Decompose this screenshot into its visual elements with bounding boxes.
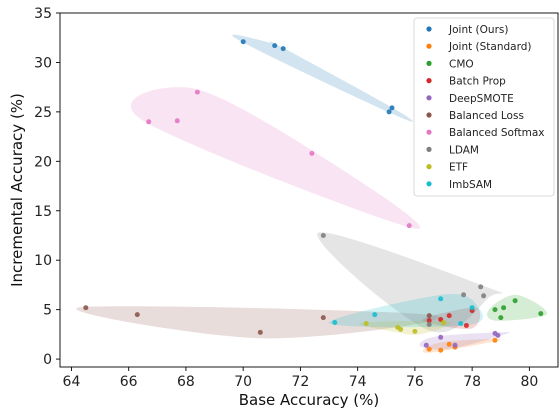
legend-label-joint-standard: Joint (Standard)	[448, 41, 532, 53]
legend: Joint (Ours) Joint (Standard) CMO Batch Pro…	[413, 17, 555, 197]
point-joint-standard	[446, 341, 452, 347]
y-tick-label: 30	[34, 55, 52, 71]
x-tick-label: 72	[291, 374, 309, 390]
point-ldam	[461, 292, 467, 298]
y-tick-label: 5	[43, 303, 52, 319]
plot-frame	[59, 12, 559, 368]
point-etf	[412, 328, 418, 334]
legend-label-deepsmote: DeepSMOTE	[449, 93, 514, 105]
point-ldam	[481, 293, 487, 299]
y-tick-label: 0	[43, 352, 52, 368]
legend-label-balanced-softmax: Balanced Softmax	[449, 127, 544, 139]
point-etf	[398, 326, 404, 332]
legend-marker-balanced-softmax	[426, 129, 432, 135]
legend-label-batch-prop: Batch Prop	[449, 76, 506, 88]
point-batch-prop	[426, 318, 432, 323]
data-points	[83, 39, 544, 353]
x-tick-label: 80	[520, 374, 538, 390]
point-joint-standard	[492, 337, 498, 343]
x-tick-label: 66	[120, 374, 138, 390]
legend-marker-ldam	[426, 146, 432, 152]
legend-label-ldam: LDAM	[449, 144, 479, 156]
legend-marker-batch-prop	[426, 78, 432, 84]
region-ldam	[317, 232, 503, 333]
region-balanced-softmax	[130, 87, 421, 229]
x-tick-label: 70	[234, 374, 252, 390]
point-balanced-softmax	[146, 119, 152, 125]
x-tick-label: 64	[63, 374, 81, 390]
point-joint-ours	[386, 109, 392, 115]
point-cmo	[492, 307, 498, 313]
point-ldam	[478, 284, 484, 290]
y-axis-title: Incremental Accuracy (%)	[8, 93, 26, 287]
region-joint-ours	[232, 34, 414, 122]
y-tick-label: 10	[34, 253, 52, 269]
point-balanced-loss	[257, 329, 263, 335]
point-deepsmote	[438, 334, 444, 340]
legend-marker-imbsam	[426, 181, 432, 187]
point-balanced-loss	[320, 315, 326, 321]
point-balanced-softmax	[194, 89, 200, 95]
point-balanced-softmax	[174, 118, 180, 124]
point-joint-ours	[272, 43, 278, 49]
point-ldam	[320, 233, 326, 238]
legend-marker-balanced-loss	[426, 112, 432, 118]
point-cmo	[512, 298, 518, 304]
x-tick-label: 78	[463, 374, 481, 390]
legend-label-imbsam: ImbSAM	[449, 179, 492, 191]
point-balanced-softmax	[309, 150, 315, 156]
point-imbsam	[469, 305, 475, 311]
x-axis-title: Base Accuracy (%)	[239, 391, 380, 409]
x-tick-label: 76	[406, 374, 424, 390]
point-cmo	[538, 311, 544, 317]
legend-label-etf: ETF	[449, 162, 468, 174]
y-tick-label: 35	[34, 6, 52, 22]
point-joint-standard	[438, 347, 444, 353]
point-cmo	[501, 305, 507, 311]
point-imbsam	[438, 296, 444, 302]
point-imbsam	[372, 312, 378, 318]
point-balanced-loss	[83, 305, 89, 311]
y-tick-label: 25	[34, 105, 52, 121]
point-imbsam	[458, 321, 464, 326]
region-cmo	[487, 294, 548, 321]
point-ldam	[426, 322, 432, 327]
legend-marker-joint-ours	[426, 26, 432, 32]
point-joint-ours	[280, 46, 286, 52]
legend-label-balanced-loss: Balanced Loss	[449, 110, 524, 122]
point-cmo	[498, 315, 504, 321]
point-joint-ours	[389, 105, 395, 111]
legend-marker-etf	[426, 164, 432, 170]
legend-label-cmo: CMO	[449, 58, 474, 70]
point-deepsmote	[452, 342, 458, 348]
point-joint-ours	[240, 39, 246, 45]
point-balanced-loss	[134, 312, 140, 318]
region-balanced-loss	[76, 306, 440, 339]
point-balanced-softmax	[406, 223, 412, 229]
point-deepsmote	[423, 342, 429, 348]
point-batch-prop	[463, 323, 469, 328]
x-tick-label: 74	[349, 374, 367, 390]
legend-marker-cmo	[426, 60, 432, 66]
x-tick-label: 68	[177, 374, 195, 390]
point-batch-prop	[446, 313, 452, 319]
legend-marker-deepsmote	[426, 95, 432, 101]
point-etf	[363, 321, 369, 326]
point-imbsam	[332, 320, 338, 325]
point-deepsmote	[495, 332, 501, 338]
point-joint-standard	[426, 346, 432, 352]
point-balanced-loss	[426, 313, 432, 319]
axes: 64 66 68 70 72 74 76 78 80 0 5 10 15 20 25 30 35	[34, 6, 538, 390]
region-imbsam	[328, 293, 483, 328]
legend-marker-joint-standard	[426, 43, 432, 49]
legend-box	[413, 17, 555, 197]
legend-label-joint-ours: Joint (Ours)	[448, 24, 508, 36]
point-etf	[441, 320, 446, 325]
y-tick-label: 20	[34, 154, 52, 170]
y-tick-label: 15	[34, 204, 52, 220]
